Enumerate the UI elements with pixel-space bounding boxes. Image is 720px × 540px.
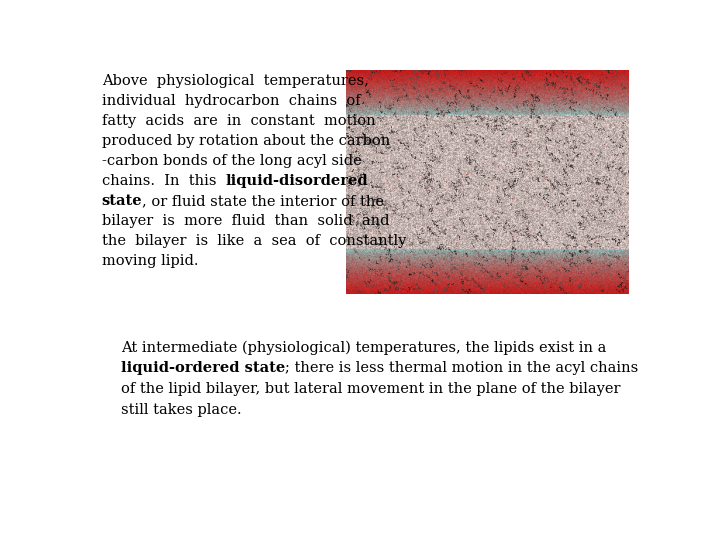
Text: -carbon bonds of the long acyl side: -carbon bonds of the long acyl side	[102, 154, 361, 168]
Text: Above  physiological  temperatures,: Above physiological temperatures,	[102, 74, 369, 88]
Text: still takes place.: still takes place.	[121, 403, 242, 417]
Text: state: state	[102, 194, 143, 208]
Text: ; there is less thermal motion in the acyl chains: ; there is less thermal motion in the ac…	[285, 361, 639, 375]
Text: moving lipid.: moving lipid.	[102, 254, 198, 268]
Text: liquid-disordered: liquid-disordered	[225, 174, 368, 188]
Text: At intermediate (physiological) temperatures, the lipids exist in a: At intermediate (physiological) temperat…	[121, 340, 606, 355]
Text: individual  hydrocarbon  chains  of: individual hydrocarbon chains of	[102, 94, 360, 108]
Text: fatty  acids  are  in  constant  motion: fatty acids are in constant motion	[102, 114, 375, 128]
Text: of the lipid bilayer, but lateral movement in the plane of the bilayer: of the lipid bilayer, but lateral moveme…	[121, 382, 621, 396]
Text: the  bilayer  is  like  a  sea  of  constantly: the bilayer is like a sea of constantly	[102, 234, 406, 248]
Text: produced by rotation about the carbon: produced by rotation about the carbon	[102, 134, 390, 148]
Text: , or fluid state the interior of the: , or fluid state the interior of the	[143, 194, 384, 208]
Text: liquid-ordered state: liquid-ordered state	[121, 361, 285, 375]
Text: chains.  In  this: chains. In this	[102, 174, 225, 188]
Text: bilayer  is  more  fluid  than  solid  and: bilayer is more fluid than solid and	[102, 214, 389, 228]
